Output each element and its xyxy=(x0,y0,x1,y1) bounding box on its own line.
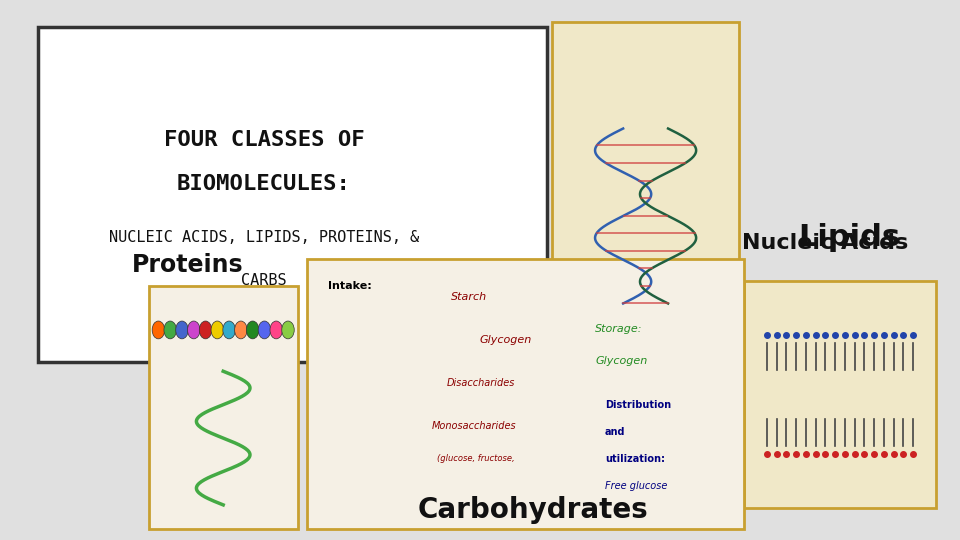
Ellipse shape xyxy=(234,321,247,339)
Text: CARBS: CARBS xyxy=(241,273,287,288)
Ellipse shape xyxy=(223,321,235,339)
Text: Carbohydrates: Carbohydrates xyxy=(418,496,648,524)
Ellipse shape xyxy=(282,321,295,339)
FancyBboxPatch shape xyxy=(38,27,547,362)
Ellipse shape xyxy=(258,321,271,339)
Text: (glucose, fructose,: (glucose, fructose, xyxy=(437,454,515,463)
Text: Free glucose: Free glucose xyxy=(605,481,667,491)
Text: BIOMOLECULES:: BIOMOLECULES: xyxy=(177,173,351,194)
Text: utilization:: utilization: xyxy=(605,454,664,464)
Ellipse shape xyxy=(187,321,200,339)
Text: Glycogen: Glycogen xyxy=(595,356,647,367)
FancyBboxPatch shape xyxy=(744,281,936,508)
Text: Nucleic Acids: Nucleic Acids xyxy=(742,233,909,253)
Text: Glycogen: Glycogen xyxy=(480,335,532,345)
Text: Disaccharides: Disaccharides xyxy=(446,378,515,388)
Text: and: and xyxy=(605,427,625,437)
FancyBboxPatch shape xyxy=(307,259,744,529)
Text: NUCLEIC ACIDS, LIPIDS, PROTEINS, &: NUCLEIC ACIDS, LIPIDS, PROTEINS, & xyxy=(108,230,420,245)
Ellipse shape xyxy=(247,321,259,339)
Text: Proteins: Proteins xyxy=(132,253,243,276)
Text: Lipids: Lipids xyxy=(799,223,900,252)
Text: Storage:: Storage: xyxy=(595,324,642,334)
Text: FOUR CLASSES OF: FOUR CLASSES OF xyxy=(164,130,364,151)
Ellipse shape xyxy=(211,321,224,339)
Text: Intake:: Intake: xyxy=(328,281,372,291)
Ellipse shape xyxy=(200,321,212,339)
FancyBboxPatch shape xyxy=(552,22,739,410)
Ellipse shape xyxy=(176,321,188,339)
Text: Starch: Starch xyxy=(451,292,488,302)
Ellipse shape xyxy=(270,321,282,339)
FancyBboxPatch shape xyxy=(149,286,298,529)
Text: Monosaccharides: Monosaccharides xyxy=(432,421,516,431)
Ellipse shape xyxy=(164,321,177,339)
Text: Distribution: Distribution xyxy=(605,400,671,410)
Ellipse shape xyxy=(152,321,165,339)
